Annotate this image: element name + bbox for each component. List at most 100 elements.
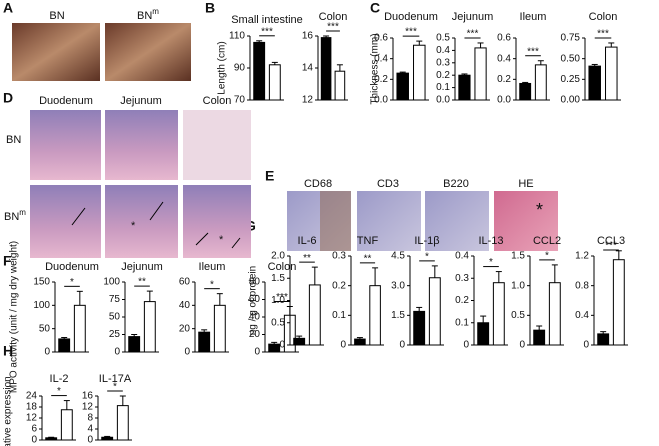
bar xyxy=(293,337,306,346)
histology-image xyxy=(105,110,178,180)
y-tick-label: 1.0 xyxy=(511,280,525,291)
bar xyxy=(58,338,71,353)
chart-title: CCL2 xyxy=(533,235,561,247)
y-tick-label: 0.4 xyxy=(436,45,450,56)
y-tick-label: 0 xyxy=(254,347,260,358)
y-tick-label: 60 xyxy=(249,294,261,305)
y-tick-label: 1.5 xyxy=(391,310,405,321)
chart-title: Duodenum xyxy=(45,261,99,273)
y-tick-label: 70 xyxy=(234,95,246,106)
bar xyxy=(428,277,441,346)
bar xyxy=(597,333,610,346)
histology-image xyxy=(183,110,251,180)
y-tick-label: 6 xyxy=(31,424,37,435)
row-label: BN xyxy=(6,134,21,146)
chart-title: Ileum xyxy=(199,261,226,273)
superscript: m xyxy=(19,208,26,217)
chart-title: Jejunum xyxy=(121,261,163,273)
chart-title: IL-13 xyxy=(478,235,503,247)
chart-title: Colon xyxy=(589,11,618,23)
panel-letter: D xyxy=(3,90,13,106)
column-label: Jejunum xyxy=(120,95,162,107)
bar xyxy=(458,74,471,101)
y-tick-label: 12 xyxy=(302,95,314,106)
significance-label: *** xyxy=(276,292,288,303)
y-tick-label: 1.0 xyxy=(271,295,285,306)
label: BN xyxy=(137,10,152,22)
bar xyxy=(116,405,129,441)
significance-label: *** xyxy=(261,26,273,37)
bar xyxy=(268,343,281,353)
chart-title: CCL3 xyxy=(597,235,625,247)
bar xyxy=(143,301,156,353)
y-tick-label: 110 xyxy=(229,31,245,42)
column-label: Colon xyxy=(203,95,232,107)
bar xyxy=(369,285,381,346)
y-tick-label: 0.25 xyxy=(561,74,581,85)
y-tick-label: 0.2 xyxy=(374,74,388,85)
significance-label: * xyxy=(57,386,61,397)
y-tick-label: 0.2 xyxy=(436,70,450,81)
y-tick-label: 60 xyxy=(179,277,191,288)
arrow xyxy=(71,207,86,226)
chart-title: Ileum xyxy=(520,11,547,23)
y-tick-label: 20 xyxy=(179,323,191,334)
y-tick-label: 90 xyxy=(234,63,246,74)
y-tick-label: 75 xyxy=(109,294,121,305)
y-tick-label: 0.4 xyxy=(497,53,511,64)
panel-letter: F xyxy=(3,253,12,269)
chart-title: TNF xyxy=(357,235,379,247)
chart-title: IL-2 xyxy=(50,373,69,385)
y-tick-label: 0.0 xyxy=(497,95,511,106)
bar xyxy=(253,41,266,101)
y-tick-label: 0.1 xyxy=(436,82,450,93)
bar xyxy=(588,65,601,101)
y-tick-label: 0 xyxy=(114,347,120,358)
bar xyxy=(45,437,58,441)
y-tick-label: 12 xyxy=(26,413,38,424)
bar xyxy=(73,304,86,353)
y-tick-label: 0 xyxy=(87,435,93,446)
y-tick-label: 0 xyxy=(31,435,37,446)
histology-image xyxy=(30,185,101,258)
y-tick-label: 0.3 xyxy=(455,273,469,284)
stain-label: CD68 xyxy=(304,178,332,190)
annotation: * xyxy=(219,234,224,246)
significance-label: *** xyxy=(327,22,339,33)
stain-image xyxy=(425,191,489,251)
annotation: * xyxy=(131,220,136,232)
y-tick-label: 8 xyxy=(87,413,93,424)
panel-letter: C xyxy=(370,0,380,16)
bar xyxy=(198,331,211,353)
chart-title: IL-6 xyxy=(298,235,317,247)
stain-label: HE xyxy=(518,178,533,190)
significance-label: ** xyxy=(303,253,311,264)
y-tick-label: 20 xyxy=(249,329,261,340)
bar xyxy=(534,64,547,101)
y-axis-label: ng / g of protein xyxy=(248,266,259,336)
y-tick-label: 0.5 xyxy=(271,317,285,328)
panel-letter: A xyxy=(3,0,13,16)
bar xyxy=(477,322,490,346)
y-tick-label: 0.3 xyxy=(332,251,346,262)
y-tick-label: 18 xyxy=(26,402,38,413)
stain-label: CD3 xyxy=(377,178,399,190)
y-tick-label: 50 xyxy=(109,312,121,323)
significance-label: ** xyxy=(138,277,146,288)
y-tick-label: 1.5 xyxy=(511,251,525,262)
bar xyxy=(101,436,114,441)
y-tick-label: 40 xyxy=(179,300,191,311)
column-label: Duodenum xyxy=(39,95,93,107)
stain-label: B220 xyxy=(443,178,469,190)
histology-image xyxy=(30,110,101,180)
bar xyxy=(413,44,426,101)
y-axis-label: MPO activity (unit / mg dry weight) xyxy=(9,241,20,393)
bar xyxy=(612,259,625,346)
y-tick-label: 150 xyxy=(33,277,50,288)
stain-signal xyxy=(320,191,351,251)
bar xyxy=(308,284,321,346)
chart-title: Duodenum xyxy=(384,11,438,23)
y-tick-label: 0.0 xyxy=(436,95,450,106)
bar xyxy=(396,72,409,101)
y-tick-label: 14 xyxy=(302,63,314,74)
